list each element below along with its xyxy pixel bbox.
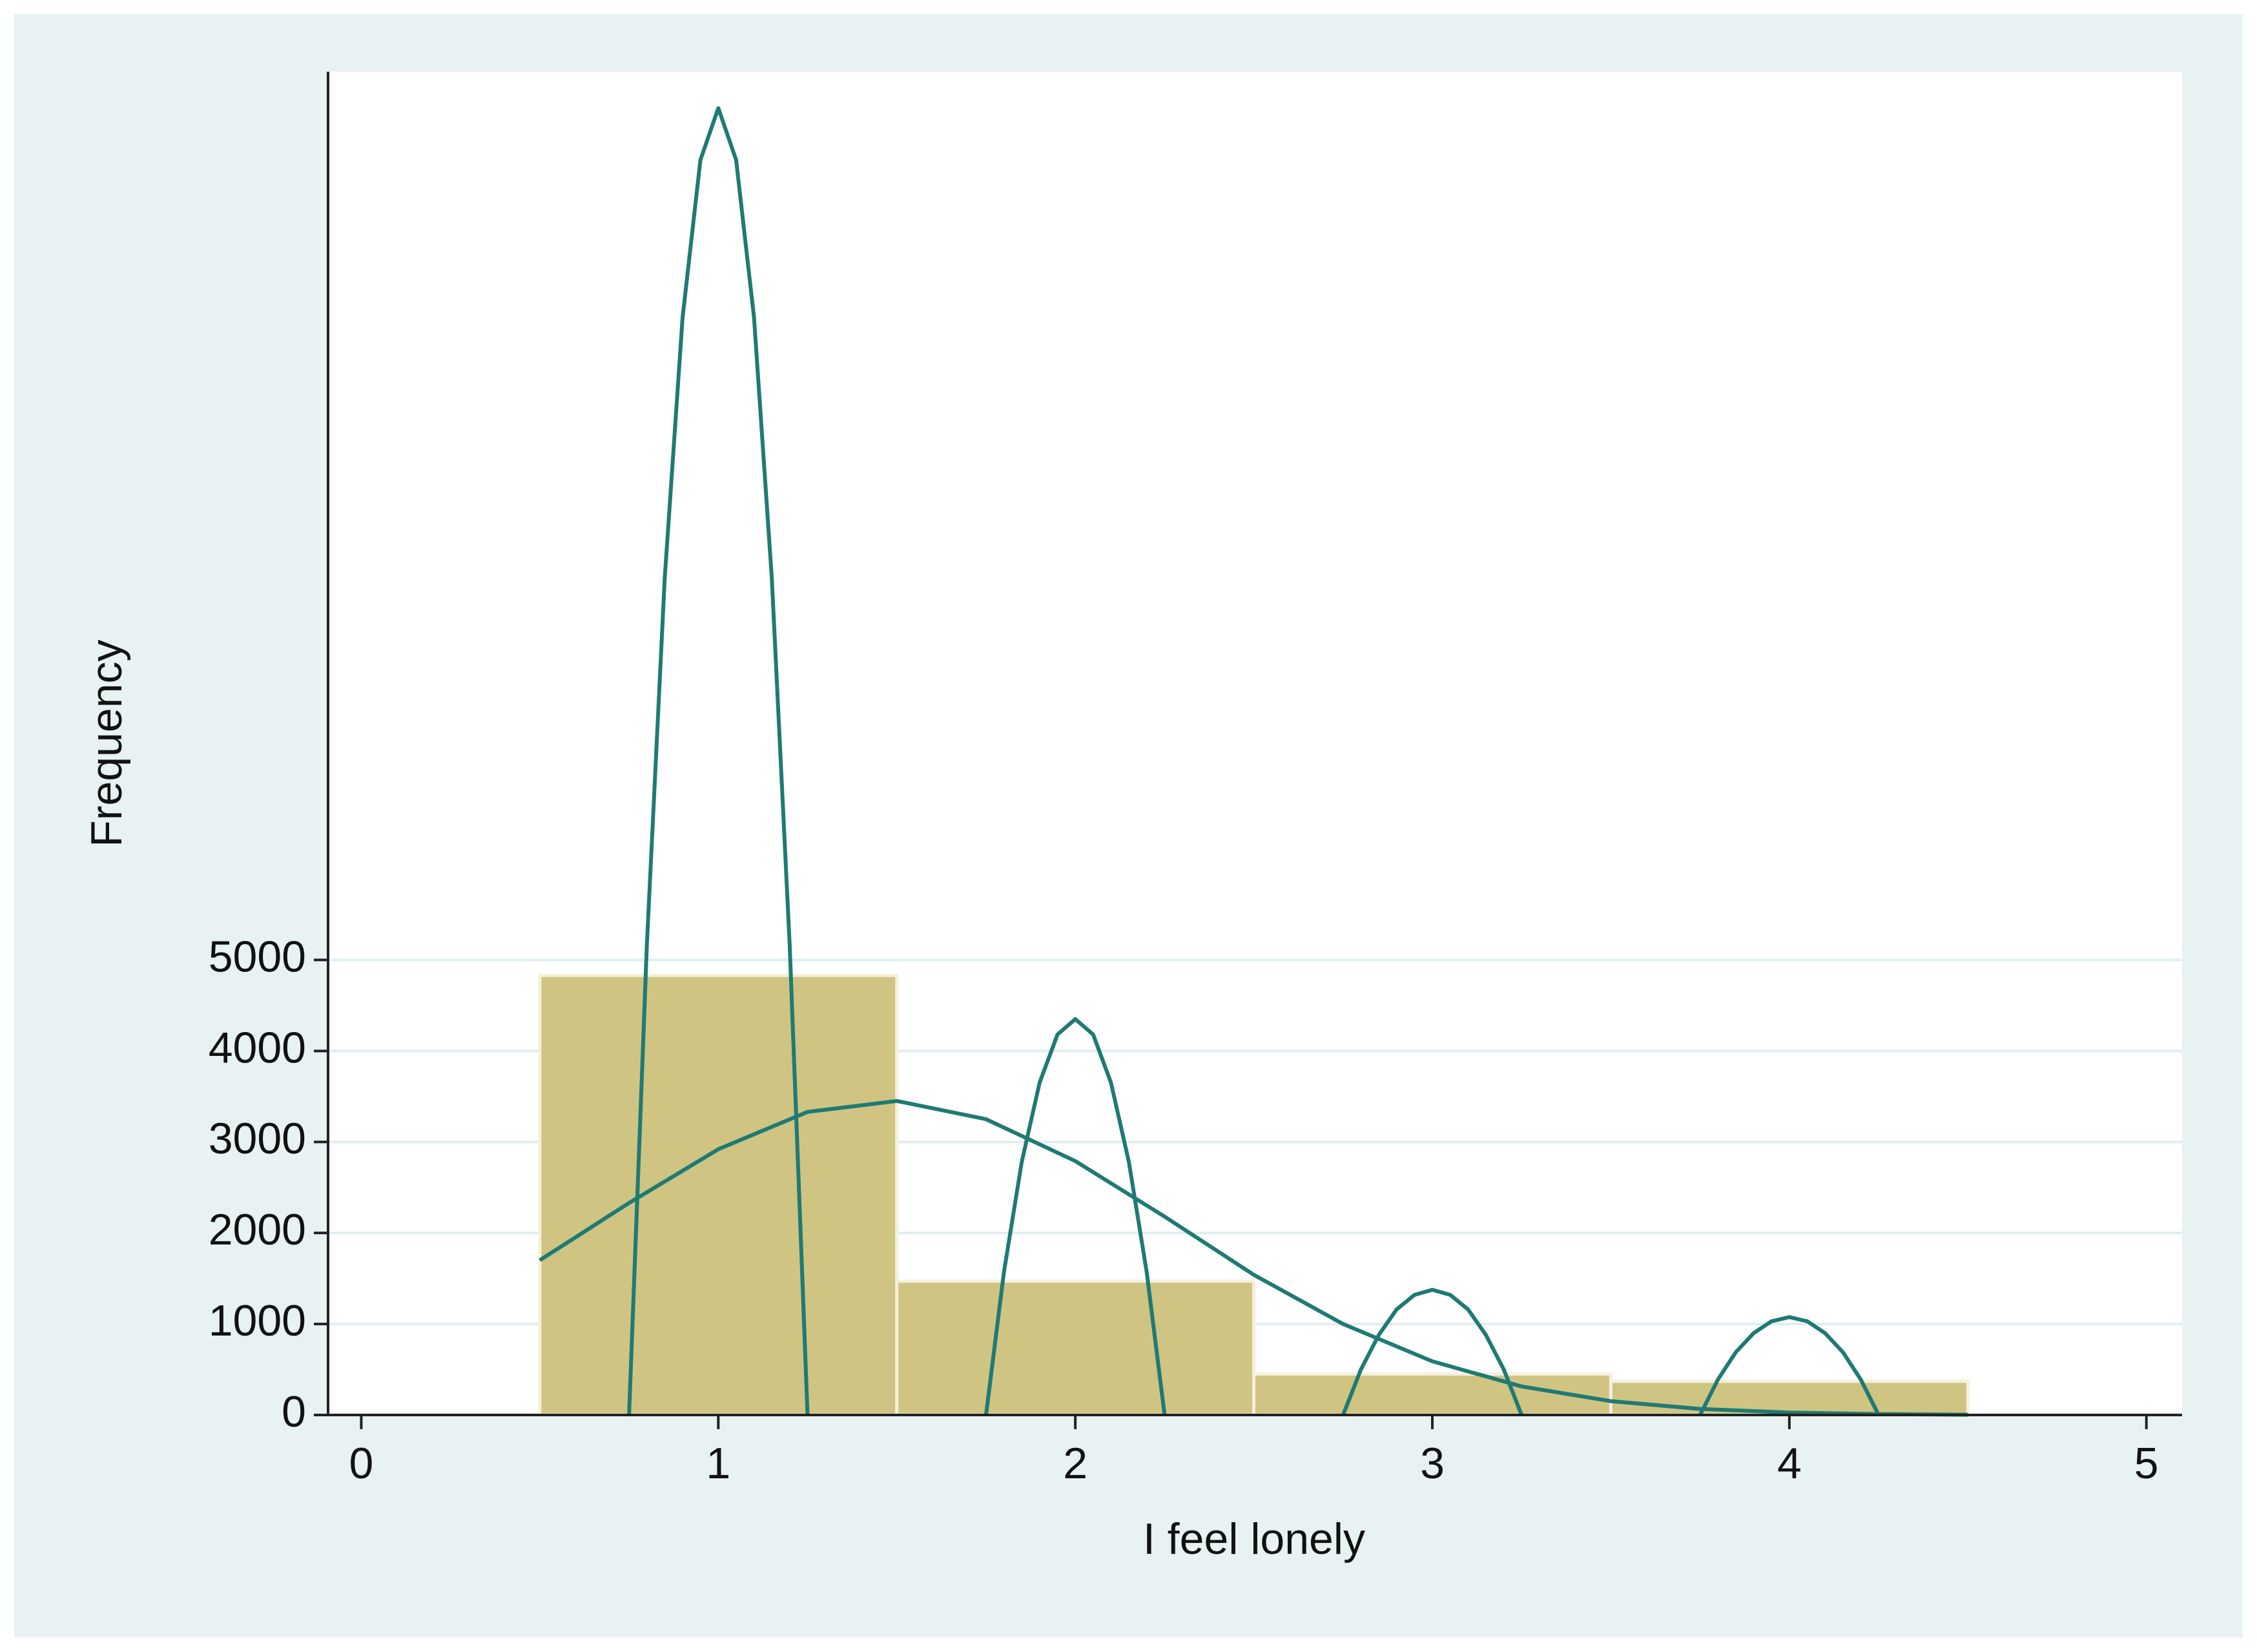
x-axis-title: I feel lonely [1143, 1514, 1365, 1564]
y-tick-label: 5000 [209, 932, 306, 981]
y-tick-label: 3000 [209, 1114, 306, 1163]
y-tick-label: 2000 [209, 1205, 306, 1254]
density-line [984, 1017, 1167, 1416]
density-line [627, 106, 810, 1416]
x-tick-label: 0 [349, 1439, 374, 1488]
density-line [1341, 1288, 1523, 1416]
histogram-bar [1252, 1372, 1613, 1417]
x-tick-label: 5 [2134, 1439, 2159, 1488]
histogram-bar [1609, 1379, 1970, 1417]
y-axis-title: Frequency [82, 639, 131, 847]
y-tick-label: 1000 [209, 1296, 306, 1345]
histogram-bar [538, 973, 899, 1417]
x-tick-label: 1 [706, 1439, 730, 1488]
x-tick-label: 2 [1063, 1439, 1087, 1488]
density-line [539, 1099, 1968, 1417]
y-tick-label: 4000 [209, 1023, 306, 1072]
density-line [1698, 1315, 1881, 1416]
y-tick-label: 0 [282, 1387, 306, 1436]
x-tick-label: 4 [1777, 1439, 1802, 1488]
histogram-bar [895, 1279, 1256, 1417]
x-tick-label: 3 [1420, 1439, 1445, 1488]
